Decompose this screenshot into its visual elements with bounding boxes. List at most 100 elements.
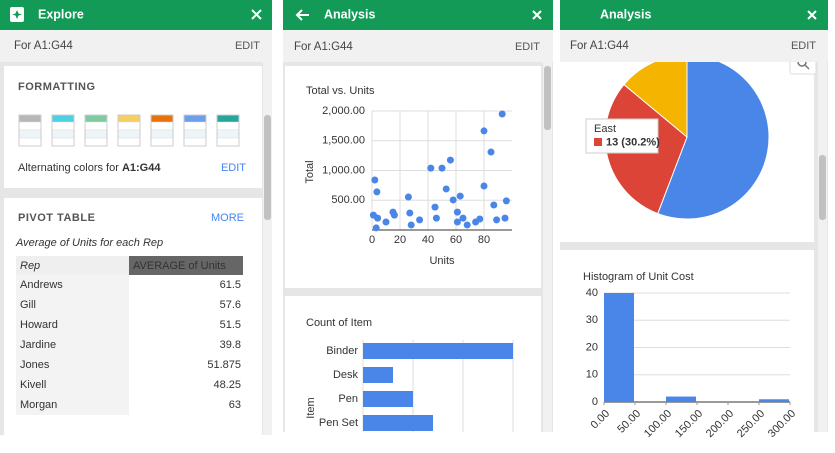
swatch-header [118,115,140,122]
table-cell-text: Andrews [20,279,63,291]
table-cell [16,375,129,395]
histogram-bar [666,396,696,402]
scatter-point [372,224,380,232]
range-edit[interactable]: EDIT [515,41,540,53]
y-tick-label: 0 [592,396,598,408]
swatch-row [183,137,207,147]
swatch[interactable] [84,114,108,147]
scatter-point [493,216,501,224]
tooltip [585,118,659,154]
zoom-button[interactable] [789,50,817,75]
histogram-bar [759,399,789,402]
scatter-point [446,156,454,164]
swatch-row [51,137,75,147]
y-tick-label: Pen [338,393,358,405]
range-bar [283,30,553,62]
scrollbar-thumb[interactable] [264,115,271,220]
swatch-row [150,121,174,131]
pie-slice [623,62,688,139]
scatter-point [390,211,398,219]
table-cell [16,355,129,375]
tooltip-value: 13 (30.2%) [606,136,660,148]
y-tick-label: 1,000.00 [322,164,365,176]
scrollbar-track [543,62,552,432]
section-title: FORMATTING [18,81,96,93]
panel-header [560,0,828,30]
swatch[interactable] [183,114,207,147]
scatter-point [459,214,467,222]
scatter-point [502,197,510,205]
y-tick-label: 1,500.00 [322,135,365,147]
bar [363,367,393,383]
swatch-row [18,137,42,147]
x-tick-label: 40 [422,234,434,246]
close-button[interactable] [807,10,817,20]
swatch-header [85,115,107,122]
scatter-point [498,110,506,118]
y-tick-label: Binder [326,345,358,357]
pivot-more[interactable]: MORE [211,212,244,224]
table-cell [16,275,129,295]
swatch-row [183,129,207,139]
swatch-row [51,129,75,139]
table-cell-text: 57.6 [220,299,241,311]
bar [363,415,433,431]
bar [363,343,513,359]
swatch-header [19,115,41,122]
swatch-row [18,129,42,139]
chart-title: Histogram of Unit Cost [583,271,694,283]
scatter-point [453,218,461,226]
swatch-row [216,121,240,131]
y-tick-label: Pen Set [319,417,358,429]
scatter-point [438,164,446,172]
scatter-point [476,215,484,223]
x-tick-label: 60 [450,234,462,246]
card [285,66,541,288]
swatch-row [84,121,108,131]
range-edit[interactable]: EDIT [235,40,260,52]
swatch[interactable] [117,114,141,147]
scrollbar-thumb[interactable] [819,155,826,220]
table-cell-text: Howard [20,319,58,331]
pie-slice [657,62,770,220]
panel-title: Analysis [324,7,375,21]
swatch-row [51,121,75,131]
table-cell-text: 39.8 [220,339,241,351]
chart-title: Count of Item [306,317,372,329]
scatter-point [501,214,509,222]
caption-text: Alternating colors for [18,162,119,174]
table-cell [16,295,129,315]
y-tick-label: 40 [586,287,598,299]
range-bar [560,30,828,62]
swatch-row [117,137,141,147]
range-label: For A1:G44 [570,40,629,52]
swatch[interactable] [18,114,42,147]
scatter-point [487,148,495,156]
table-header-cell [16,256,129,275]
scatter-point [453,208,461,216]
formatting-edit[interactable]: EDIT [221,162,246,174]
x-tick-label: 20 [394,234,406,246]
table-cell [16,395,129,415]
table-cell-text: Morgan [20,399,57,411]
swatch-row [117,129,141,139]
scrollbar-thumb[interactable] [544,66,551,130]
pivot-subtitle: Average of Units for each Rep [15,237,163,249]
table-cell-text: 51.875 [207,359,241,371]
table-header-cell [129,256,243,275]
close-button[interactable] [532,10,542,20]
range-edit[interactable]: EDIT [791,40,816,52]
table-header: AVERAGE of Units [133,260,226,272]
x-tick-label: 80 [478,234,490,246]
swatch[interactable] [150,114,174,147]
scatter-point [382,218,390,226]
y-tick-label: Desk [333,369,359,381]
swatch[interactable] [216,114,240,147]
swatch-row [216,129,240,139]
back-button[interactable] [295,9,309,21]
scatter-point [416,216,424,224]
swatch[interactable] [51,114,75,147]
close-button[interactable] [251,9,262,20]
table-cell-text: Kivell [20,379,46,391]
